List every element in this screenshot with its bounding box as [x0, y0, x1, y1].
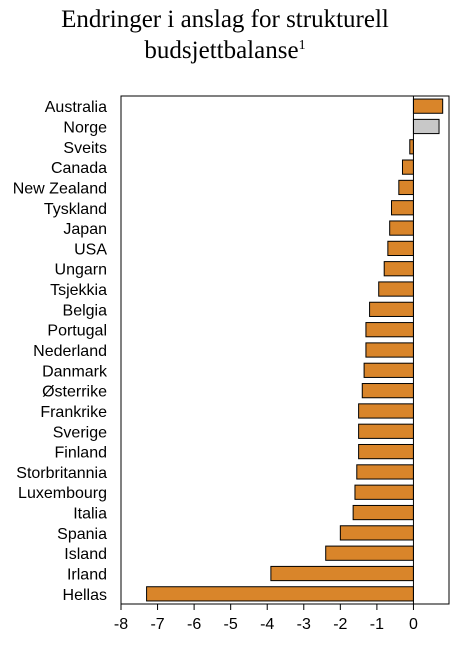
category-label-tsjekkia: Tsjekkia: [50, 282, 107, 299]
bar-nederland: [365, 342, 414, 358]
x-tick-label-minus2: -2: [333, 616, 347, 633]
bar-italia: [352, 504, 414, 521]
bar-irland: [270, 565, 414, 582]
bar-tyskland: [391, 200, 414, 216]
category-label-spania: Spania: [57, 526, 107, 543]
bar-luxembourg: [354, 484, 414, 500]
title-footnote-marker: 1: [298, 38, 306, 53]
bar-japan: [389, 220, 414, 236]
chart-title-line-1: Endringer i anslag for strukturell: [61, 6, 389, 33]
bar-australia: [412, 98, 444, 114]
category-label-hellas: Hellas: [63, 587, 107, 604]
x-tick-label-minus3: -3: [297, 616, 311, 633]
category-label-japan: Japan: [63, 221, 107, 238]
category-label-sverige: Sverige: [53, 424, 107, 441]
category-label-sveits: Sveits: [63, 140, 107, 157]
bar-finland: [358, 443, 414, 460]
category-label-frankrike: Frankrike: [40, 404, 107, 421]
category-label-island: Island: [64, 546, 107, 563]
chart-title-line-2: budsjettbalanse1: [0, 35, 450, 66]
category-label-finland: Finland: [55, 445, 107, 462]
category-label-usa: USA: [74, 241, 107, 258]
bar-osterrike: [361, 383, 414, 399]
chart-title: Endringer i anslag for strukturell budsj…: [0, 4, 450, 66]
category-label-storbritannia: Storbritannia: [16, 465, 107, 482]
x-tick-label-minus8: -8: [114, 616, 128, 633]
x-tick-label-minus5: -5: [224, 616, 238, 633]
category-label-osterrike: Østerrike: [42, 384, 107, 401]
category-label-luxembourg: Luxembourg: [18, 485, 107, 502]
bar-usa: [387, 240, 414, 257]
category-label-new-zealand: New Zealand: [13, 180, 107, 197]
category-label-nederland: Nederland: [33, 343, 107, 360]
bar-portugal: [365, 322, 414, 338]
category-label-irland: Irland: [67, 567, 107, 584]
category-label-tyskland: Tyskland: [44, 201, 107, 218]
bar-new-zealand: [398, 179, 414, 196]
bar-frankrike: [358, 403, 414, 419]
category-label-italia: Italia: [73, 506, 107, 523]
x-tick-label-minus4: -4: [260, 616, 274, 633]
x-tick-label-minus1: -1: [370, 616, 384, 633]
bar-storbritannia: [356, 464, 414, 480]
bar-norge: [412, 118, 440, 135]
category-label-belgia: Belgia: [63, 302, 108, 319]
category-label-ungarn: Ungarn: [55, 262, 107, 279]
category-label-australia: Australia: [45, 99, 107, 116]
plot-frame: [120, 95, 450, 605]
chart-title-text: budsjettbalanse: [144, 37, 299, 64]
category-label-portugal: Portugal: [47, 323, 107, 340]
x-tick-label-0: 0: [409, 616, 418, 633]
category-label-norge: Norge: [63, 119, 107, 136]
x-tick-label-minus6: -6: [187, 616, 201, 633]
bar-island: [325, 545, 414, 561]
bar-hellas: [146, 586, 414, 602]
bar-tsjekkia: [378, 281, 414, 297]
bar-danmark: [363, 362, 414, 378]
bar-belgia: [369, 301, 414, 317]
bar-sverige: [358, 423, 414, 439]
bar-canada: [401, 159, 414, 175]
bar-sveits: [409, 139, 414, 155]
bar-ungarn: [383, 261, 414, 277]
bar-spania: [339, 525, 414, 541]
x-tick-label-minus7: -7: [150, 616, 164, 633]
category-label-danmark: Danmark: [42, 363, 108, 380]
category-label-canada: Canada: [51, 160, 107, 177]
